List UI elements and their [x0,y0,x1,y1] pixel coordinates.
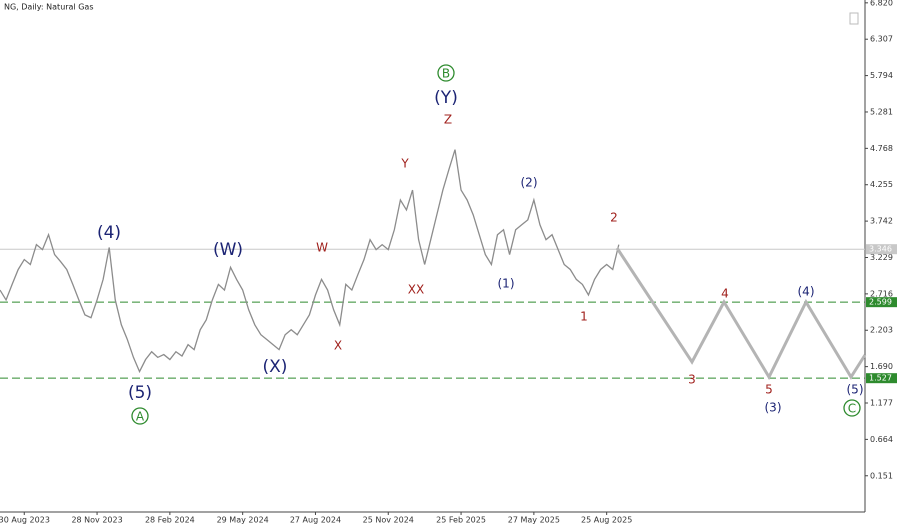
level-label: 1.527 [869,374,892,383]
x-tick-label: 27 Aug 2024 [290,516,341,525]
y-tick-label: 4.768 [870,144,893,153]
chart-title: NG, Daily: Natural Gas [4,3,94,12]
wave-label: 1 [580,310,588,324]
y-tick-label: 0.151 [870,471,893,480]
wave-circle [437,64,455,82]
wave-circle [131,407,149,425]
price-line [0,149,620,374]
level-label: 2.599 [869,298,892,307]
wave-label: Z [444,113,452,127]
level-box [866,297,897,308]
wave-label: XX [408,283,424,297]
wave-label: (5) [847,383,864,397]
wave-label: B [442,67,450,81]
y-tick-label: 3.229 [870,253,893,262]
x-tick-label: 25 Feb 2025 [436,516,486,525]
wave-label: (2) [521,176,538,190]
y-tick-label: 1.177 [870,399,893,408]
y-tick-label: 2.716 [870,289,893,298]
wave-label: (Y) [434,88,458,108]
wave-label: A [136,410,145,424]
x-tick-label: 28 Feb 2024 [145,516,195,525]
x-tick-label: 27 May 2025 [508,516,560,525]
x-tick-label: 29 May 2024 [217,516,269,525]
y-tick-label: 1.690 [870,362,893,371]
forecast-path [615,247,867,381]
wave-label: (X) [263,357,288,377]
y-tick-label: 6.820 [870,0,893,7]
info-icon[interactable] [849,12,859,25]
current-price-label: 3.346 [869,245,892,254]
y-tick-label: 4.255 [870,180,893,189]
y-tick-label: 3.742 [870,217,893,226]
wave-label: (4) [798,285,815,299]
y-tick-label: 5.281 [870,107,893,116]
wave-label: 2 [610,211,618,225]
x-tick-label: 30 Aug 2023 [0,516,50,525]
wave-label: (3) [765,401,782,415]
wave-label: (5) [128,383,152,403]
wave-label: W [316,241,328,255]
wave-label: Y [400,157,409,171]
x-tick-label: 25 Aug 2025 [581,516,632,525]
wave-label: (W) [213,240,243,260]
wave-label: C [848,402,856,416]
y-tick-label: 5.794 [870,71,893,80]
wave-label: 3 [688,373,696,387]
wave-label: (4) [97,223,121,243]
level-box [866,373,897,384]
y-tick-label: 6.307 [870,35,893,44]
y-tick-label: 0.664 [870,435,893,444]
y-tick-label: 2.203 [870,326,893,335]
wave-label: 4 [721,287,729,301]
wave-circle [843,399,861,417]
wave-label: X [334,339,342,353]
x-tick-label: 28 Nov 2023 [71,516,122,525]
x-tick-label: 25 Nov 2024 [363,516,414,525]
current-price-box [866,244,897,255]
wave-label: 5 [765,383,773,397]
wave-label: (1) [498,277,515,291]
